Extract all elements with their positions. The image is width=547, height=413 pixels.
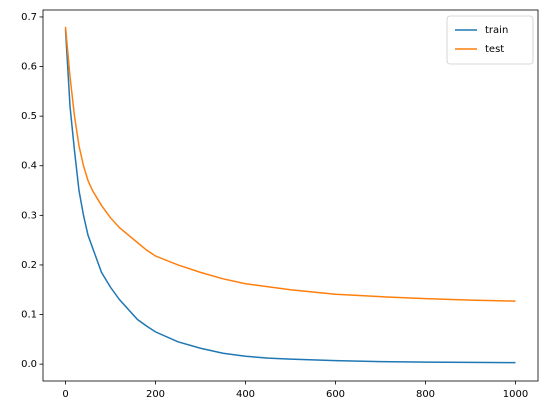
- x-tick-label: 1000: [503, 389, 528, 400]
- y-tick-label: 0.2: [21, 260, 37, 271]
- legend-label: train: [485, 25, 508, 36]
- y-tick-label: 0.5: [21, 111, 37, 122]
- axes-frame: [42, 9, 539, 382]
- line-series: [64, 26, 516, 302]
- x-tick-label: 200: [146, 389, 165, 400]
- y-tick-label: 0.3: [21, 210, 37, 221]
- legend-box: [446, 15, 534, 65]
- x-tick-label: 800: [416, 389, 435, 400]
- y-tick-label: 0.4: [21, 161, 37, 172]
- x-tick-label: 400: [236, 389, 255, 400]
- y-tick-label: 0.0: [21, 359, 37, 370]
- y-tick-label: 0.6: [21, 62, 37, 73]
- y-tick-label: 0.7: [21, 12, 37, 23]
- legend: train test: [446, 15, 534, 65]
- x-tick-label: 600: [326, 389, 345, 400]
- y-tick-label: 0.1: [21, 310, 37, 321]
- line-series: [64, 29, 516, 364]
- x-tick-label: 0: [62, 389, 68, 400]
- legend-label: test: [485, 44, 504, 55]
